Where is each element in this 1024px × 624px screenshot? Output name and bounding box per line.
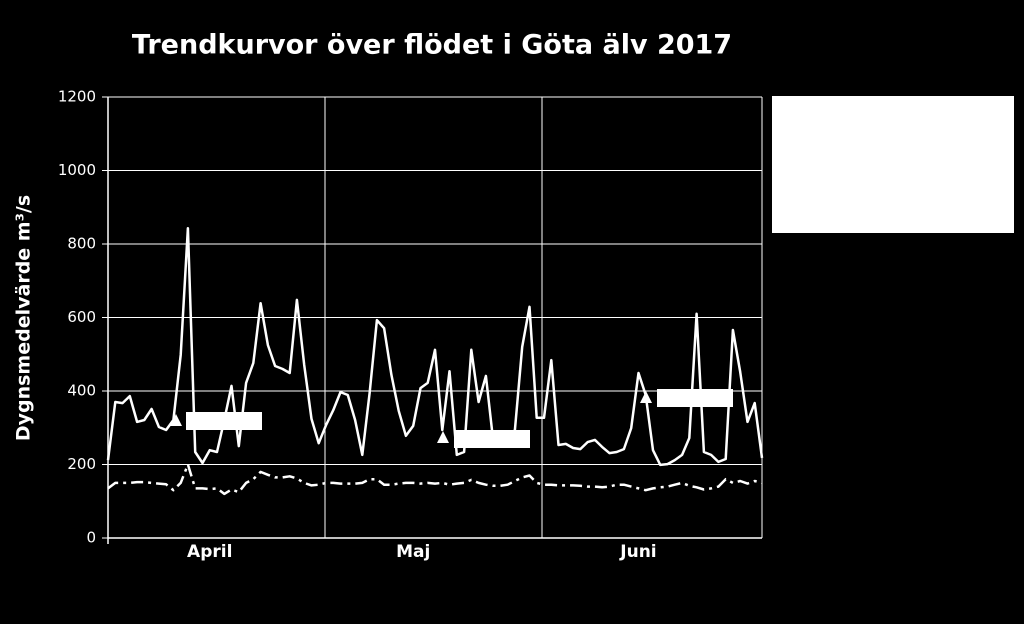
marker [640, 391, 652, 403]
x-tick-label: Juni [619, 542, 656, 562]
x-tick-label: April [187, 542, 232, 562]
series-line [106, 226, 764, 467]
y-tick-label: 1200 [58, 88, 96, 106]
y-tick-label: 800 [67, 235, 96, 253]
chart-title: Trendkurvor över flödet i Göta älv 2017 [132, 30, 732, 61]
y-axis-label: Dygnsmedelvärde m³/s [13, 195, 35, 441]
y-tick-label: 200 [67, 455, 96, 473]
annotation-box [657, 389, 733, 407]
y-tick-label: 0 [86, 529, 96, 547]
marker [170, 414, 182, 426]
annotation-box [454, 430, 530, 448]
marker [437, 431, 449, 443]
annotation-box [186, 412, 262, 430]
series-line [107, 463, 763, 496]
y-tick-label: 1000 [58, 161, 96, 179]
y-tick-label: 600 [67, 308, 96, 326]
legend-box [772, 96, 1014, 233]
x-tick-label: Maj [396, 542, 430, 562]
y-tick-label: 400 [67, 382, 96, 400]
